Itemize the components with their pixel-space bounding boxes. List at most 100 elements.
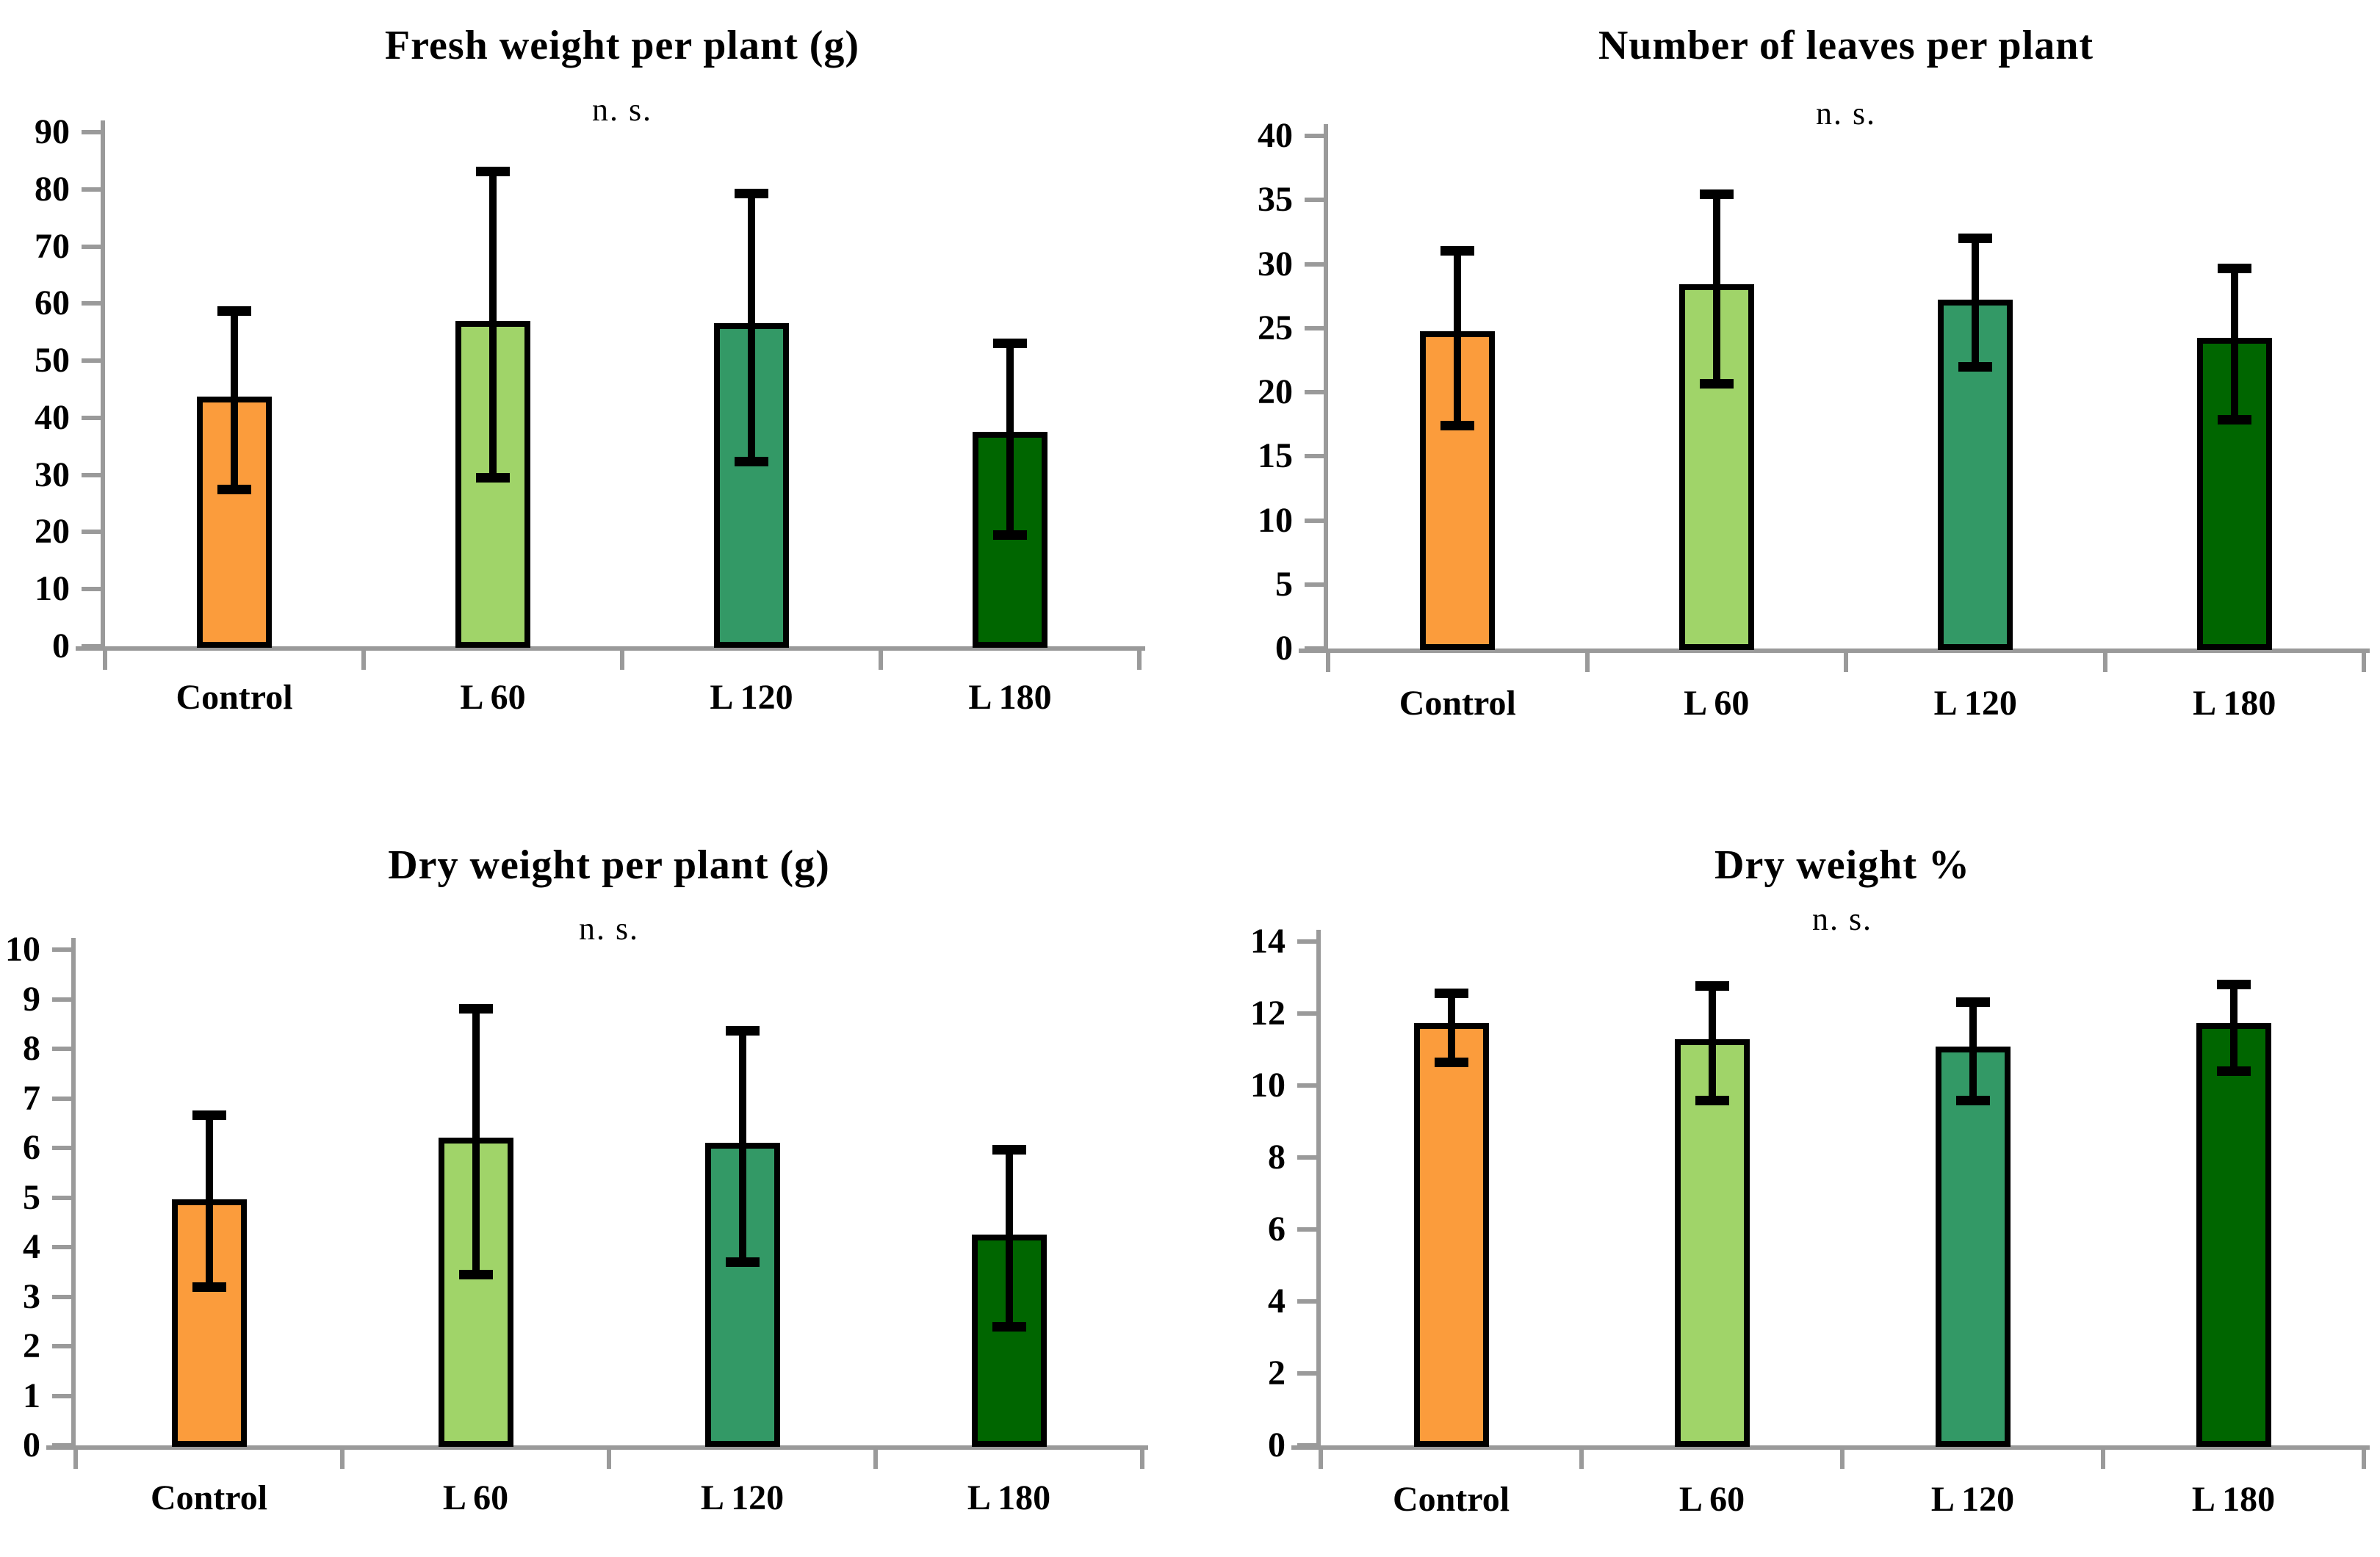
y-tick-label: 2 <box>1268 1354 1285 1392</box>
x-axis-tick <box>873 1450 878 1469</box>
y-axis-line <box>1324 124 1328 653</box>
x-axis-tick <box>1840 1450 1844 1469</box>
chart-title: Fresh weight per plant (g) <box>384 23 860 68</box>
error-bar-cap-top <box>476 167 510 177</box>
error-bar-cap-top <box>993 338 1027 348</box>
chart-title: Dry weight per plant (g) <box>388 842 830 888</box>
error-bar-cap-bottom <box>993 530 1027 540</box>
y-tick-label: 80 <box>35 169 70 209</box>
x-category-label: Control <box>150 1478 268 1517</box>
y-axis-tick <box>1297 1227 1316 1232</box>
significance-annotation: n. s. <box>591 92 653 128</box>
y-axis-tick <box>52 1146 71 1150</box>
x-axis-tick <box>2362 653 2366 672</box>
y-tick-label: 0 <box>23 1426 40 1464</box>
error-bar-cap-bottom <box>192 1282 226 1292</box>
error-bar-cap-top <box>458 1004 493 1014</box>
y-axis-line <box>101 120 105 651</box>
x-category-label: L 60 <box>1678 1480 1745 1519</box>
y-axis-tick <box>52 1344 71 1348</box>
error-bar-cap-bottom <box>1699 378 1734 389</box>
significance-annotation: n. s. <box>1811 901 1873 937</box>
y-axis-tick <box>82 244 101 249</box>
y-axis-tick <box>1305 325 1324 330</box>
error-bar-cap-bottom <box>735 457 768 466</box>
error-bar-cap-top <box>1695 981 1729 991</box>
error-bar-cap-bottom <box>1440 421 1475 431</box>
error-bar-line <box>2230 269 2238 419</box>
y-axis-tick <box>52 997 71 1002</box>
x-axis-tick <box>2101 1450 2105 1469</box>
y-tick-label: 8 <box>23 1029 40 1068</box>
error-bar-line <box>1447 994 1455 1063</box>
y-tick-label: 3 <box>23 1276 40 1316</box>
x-category-label: L 120 <box>700 1478 785 1517</box>
y-tick-label: 7 <box>23 1078 40 1118</box>
y-tick-label: 14 <box>1250 922 1285 961</box>
x-axis-tick <box>1584 653 1590 672</box>
y-axis-tick <box>1305 454 1324 459</box>
y-axis-tick <box>82 130 101 134</box>
x-axis-tick <box>73 1450 78 1469</box>
y-tick-label: 30 <box>1258 244 1293 283</box>
y-tick-label: 40 <box>1258 116 1293 155</box>
significance-annotation: n. s. <box>1815 95 1877 131</box>
y-axis-tick <box>1305 134 1324 138</box>
y-axis-tick <box>1297 1299 1316 1304</box>
y-tick-label: 90 <box>35 112 70 151</box>
bar-l-60 <box>1674 1039 1750 1447</box>
y-axis-tick <box>82 301 101 306</box>
y-axis-tick <box>1305 518 1324 523</box>
error-bar-line <box>205 1116 213 1287</box>
y-axis-tick <box>52 1096 71 1101</box>
y-tick-label: 70 <box>35 226 70 266</box>
y-tick-label: 10 <box>35 569 70 609</box>
x-category-label: L 180 <box>967 1478 1051 1517</box>
chart-panel-fresh-weight: Fresh weight per plant (g) n. s. 0 10 20 30… <box>0 0 1190 778</box>
significance-annotation: n. s. <box>578 911 640 947</box>
y-tick-label: 25 <box>1258 308 1293 347</box>
error-bar-line <box>748 194 755 461</box>
error-bar-line <box>1005 1150 1013 1326</box>
y-tick-label: 6 <box>1268 1210 1285 1249</box>
x-axis-tick <box>607 1450 611 1469</box>
x-category-label: L 180 <box>2191 1480 2276 1519</box>
y-axis-tick <box>1297 1083 1316 1088</box>
y-axis-tick <box>82 472 101 477</box>
error-bar-cap-top <box>992 1145 1026 1155</box>
x-axis-tick <box>1137 651 1142 670</box>
y-axis-tick <box>1297 1155 1316 1160</box>
error-bar-cap-top <box>192 1110 226 1121</box>
error-bar-line <box>489 172 497 477</box>
y-tick-label: 10 <box>1250 1066 1285 1105</box>
y-tick-label: 5 <box>23 1177 40 1217</box>
y-tick-label: 9 <box>23 979 40 1019</box>
y-tick-label: 0 <box>52 626 70 665</box>
error-bar-cap-top <box>1955 997 1990 1008</box>
y-axis-tick <box>52 1393 71 1398</box>
x-category-label: Control <box>1392 1480 1510 1519</box>
x-axis-tick <box>879 651 883 670</box>
x-category-label: L 120 <box>1933 684 2017 723</box>
x-category-label: L 60 <box>1684 684 1750 723</box>
y-axis-tick <box>52 1294 71 1299</box>
y-axis-tick <box>1305 198 1324 203</box>
error-bar-cap-bottom <box>476 472 510 483</box>
y-axis-tick <box>82 415 101 420</box>
error-bar-cap-top <box>217 306 251 317</box>
error-bar-line <box>1712 195 1720 383</box>
x-axis-tick <box>2362 1450 2366 1469</box>
chart-panel-number-of-leaves: Number of leaves per plant n. s. 0 5 10 15 2… <box>1190 0 2380 778</box>
y-tick-label: 40 <box>35 397 70 437</box>
x-axis-line <box>1299 649 2370 653</box>
error-bar-cap-top <box>735 189 768 198</box>
y-axis-tick <box>52 1047 71 1051</box>
error-bar-cap-top <box>1440 246 1475 256</box>
x-axis-line <box>76 646 1145 651</box>
y-axis-line <box>1316 930 1321 1450</box>
y-axis-tick <box>1305 261 1324 267</box>
y-axis-tick <box>52 1195 71 1200</box>
y-tick-label: 4 <box>23 1227 40 1266</box>
x-category-label: L 180 <box>968 678 1052 717</box>
error-bar-cap-bottom <box>725 1257 760 1268</box>
